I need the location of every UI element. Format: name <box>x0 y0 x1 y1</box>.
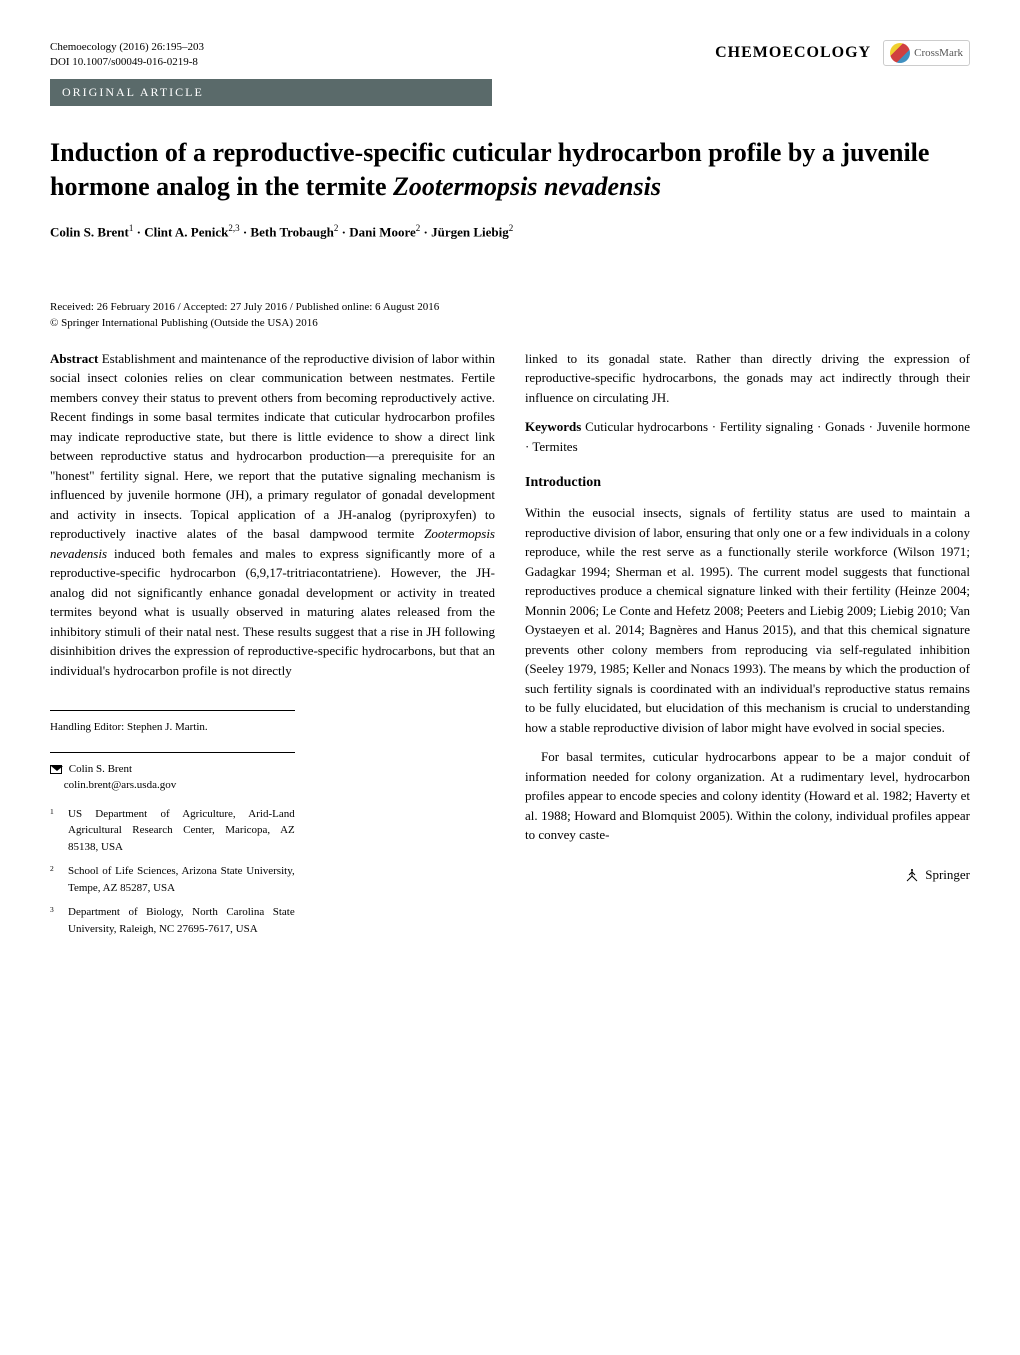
affiliation-item: 3 Department of Biology, North Carolina … <box>50 904 295 937</box>
corresponding-author-name: Colin S. Brent <box>69 763 132 775</box>
introduction-para2: For basal termites, cuticular hydrocarbo… <box>525 747 970 845</box>
journal-name-label: CHEMOECOLOGY <box>715 44 871 62</box>
keywords-paragraph: Keywords Cuticular hydrocarbons · Fertil… <box>525 417 970 456</box>
affiliation-number: 2 <box>50 863 68 896</box>
affiliation-item: 2 School of Life Sciences, Arizona State… <box>50 863 295 896</box>
abstract-label: Abstract <box>50 351 98 366</box>
abstract-paragraph: Abstract Establishment and maintenance o… <box>50 349 495 681</box>
publisher-name: Springer <box>925 867 970 882</box>
affiliation-number: 1 <box>50 806 68 856</box>
header-right-block: CHEMOECOLOGY CrossMark <box>715 40 970 66</box>
publisher-logo: Springer <box>525 865 970 885</box>
author-list: Colin S. Brent1 · Clint A. Penick2,3 · B… <box>50 223 970 240</box>
doi: DOI 10.1007/s00049-016-0219-8 <box>50 55 204 70</box>
introduction-para1: Within the eusocial insects, signals of … <box>525 503 970 737</box>
publication-dates: Received: 26 February 2016 / Accepted: 2… <box>50 301 970 313</box>
page-header: Chemoecology (2016) 26:195–203 DOI 10.10… <box>50 40 970 71</box>
journal-citation: Chemoecology (2016) 26:195–203 <box>50 40 204 55</box>
affiliation-text: US Department of Agriculture, Arid-Land … <box>68 806 295 856</box>
two-column-layout: Abstract Establishment and maintenance o… <box>50 349 970 946</box>
introduction-heading: Introduction <box>525 472 970 493</box>
article-type-bar: ORIGINAL ARTICLE <box>50 79 492 106</box>
corresponding-author-block: Colin S. Brent colin.brent@ars.usda.gov <box>50 752 295 794</box>
affiliation-text: School of Life Sciences, Arizona State U… <box>68 863 295 896</box>
handling-editor-note: Handling Editor: Stephen J. Martin. <box>50 710 295 736</box>
article-title: Induction of a reproductive-specific cut… <box>50 136 970 204</box>
right-column: linked to its gonadal state. Rather than… <box>525 349 970 946</box>
springer-icon <box>904 868 920 884</box>
affiliation-number: 3 <box>50 904 68 937</box>
keywords-text: Cuticular hydrocarbons · Fertility signa… <box>525 419 970 454</box>
corresponding-author-email: colin.brent@ars.usda.gov <box>64 779 176 791</box>
copyright-line: © Springer International Publishing (Out… <box>50 317 970 329</box>
affiliation-text: Department of Biology, North Carolina St… <box>68 904 295 937</box>
abstract-text: Establishment and maintenance of the rep… <box>50 351 495 678</box>
envelope-icon <box>50 765 62 774</box>
affiliations-list: 1 US Department of Agriculture, Arid-Lan… <box>50 806 295 938</box>
crossmark-text: CrossMark <box>914 47 963 59</box>
header-citation-block: Chemoecology (2016) 26:195–203 DOI 10.10… <box>50 40 204 71</box>
crossmark-badge[interactable]: CrossMark <box>883 40 970 66</box>
left-column: Abstract Establishment and maintenance o… <box>50 349 495 946</box>
abstract-continuation: linked to its gonadal state. Rather than… <box>525 349 970 408</box>
keywords-label: Keywords <box>525 419 581 434</box>
affiliation-item: 1 US Department of Agriculture, Arid-Lan… <box>50 806 295 856</box>
crossmark-icon <box>890 43 910 63</box>
